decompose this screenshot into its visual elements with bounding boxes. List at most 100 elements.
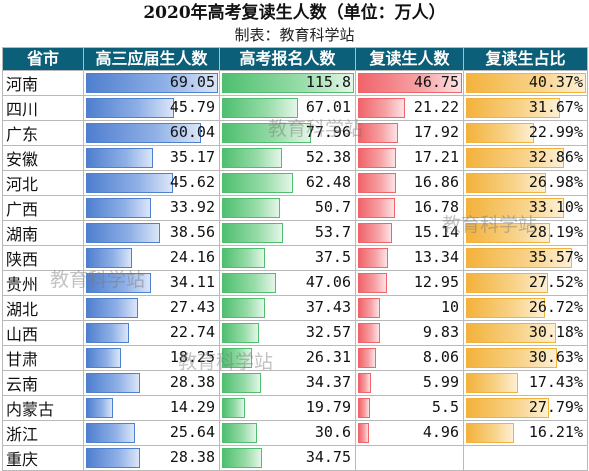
fresh-value: 45.79	[169, 98, 215, 116]
registered-value: 47.06	[305, 273, 351, 291]
ratio-cell: 27.79%	[463, 395, 588, 421]
registered-cell: 50.7	[219, 195, 356, 221]
repeat-data-bar	[358, 373, 371, 393]
repeat-data-bar	[358, 198, 395, 218]
fresh-cell: 60.04	[83, 120, 220, 146]
registered-value: 26.31	[305, 348, 351, 366]
province-cell: 贵州	[2, 270, 84, 296]
registered-value: 67.01	[305, 98, 351, 116]
fresh-data-bar	[86, 373, 140, 393]
registered-cell: 30.6	[219, 420, 356, 446]
registered-cell: 115.8	[219, 70, 356, 96]
repeat-cell: 16.86	[355, 170, 464, 196]
ratio-value: 30.63%	[528, 348, 583, 366]
registered-data-bar	[222, 148, 282, 168]
province-cell: 河北	[2, 170, 84, 196]
data-table: 省市 高三应届生人数 高考报名人数 复读生人数 复读生占比 河南 69.05 115…	[2, 47, 588, 471]
registered-data-bar	[222, 173, 293, 193]
ratio-cell: 28.19%	[463, 220, 588, 246]
ratio-cell	[463, 445, 588, 471]
registered-data-bar	[222, 198, 280, 218]
ratio-value: 33.10%	[528, 198, 583, 216]
repeat-data-bar	[358, 173, 396, 193]
fresh-value: 38.56	[169, 223, 215, 241]
table-row: 湖北 27.43 37.43 10 26.72%	[2, 295, 588, 321]
table-row: 山西 22.74 32.57 9.83 30.18%	[2, 320, 588, 346]
ratio-cell: 17.43%	[463, 370, 588, 396]
repeat-value: 5.99	[422, 373, 459, 391]
ratio-cell: 35.57%	[463, 245, 588, 271]
registered-data-bar	[222, 223, 283, 243]
repeat-data-bar	[358, 98, 405, 118]
ratio-data-bar	[466, 98, 560, 118]
registered-data-bar	[222, 448, 262, 468]
province-cell: 内蒙古	[2, 395, 84, 421]
registered-value: 62.48	[305, 173, 351, 191]
repeat-data-bar	[358, 223, 392, 243]
ratio-value: 17.43%	[528, 373, 583, 391]
fresh-cell: 14.29	[83, 395, 220, 421]
repeat-data-bar	[358, 273, 387, 293]
registered-cell: 52.38	[219, 145, 356, 171]
header-province: 省市	[2, 47, 84, 71]
repeat-cell: 15.14	[355, 220, 464, 246]
registered-value: 37.43	[305, 298, 351, 316]
fresh-data-bar	[86, 148, 153, 168]
ratio-cell: 30.63%	[463, 345, 588, 371]
registered-value: 115.8	[305, 73, 351, 91]
ratio-value: 40.37%	[528, 73, 583, 91]
registered-data-bar	[222, 323, 259, 343]
repeat-cell	[355, 445, 464, 471]
repeat-value: 17.92	[413, 123, 459, 141]
fresh-value: 28.38	[169, 373, 215, 391]
fresh-data-bar	[86, 223, 160, 243]
repeat-data-bar	[358, 323, 380, 343]
repeat-cell: 46.75	[355, 70, 464, 96]
table-row: 陕西 24.16 37.5 13.34 35.57%	[2, 245, 588, 271]
fresh-cell: 38.56	[83, 220, 220, 246]
ratio-data-bar	[466, 73, 586, 93]
ratio-value: 35.57%	[528, 248, 583, 266]
fresh-data-bar	[86, 348, 121, 368]
ratio-cell: 30.18%	[463, 320, 588, 346]
registered-data-bar	[222, 98, 298, 118]
registered-value: 50.7	[314, 198, 351, 216]
repeat-data-bar	[358, 348, 376, 368]
fresh-data-bar	[86, 273, 151, 293]
header-registered: 高考报名人数	[219, 47, 356, 71]
fresh-cell: 27.43	[83, 295, 220, 321]
ratio-value: 28.19%	[528, 223, 583, 241]
fresh-data-bar	[86, 398, 113, 418]
registered-data-bar	[222, 423, 257, 443]
registered-cell: 37.43	[219, 295, 356, 321]
ratio-cell: 32.86%	[463, 145, 588, 171]
province-cell: 山西	[2, 320, 84, 346]
ratio-data-bar	[466, 123, 534, 143]
ratio-value: 26.98%	[528, 173, 583, 191]
registered-value: 19.79	[305, 398, 351, 416]
fresh-cell: 22.74	[83, 320, 220, 346]
registered-data-bar	[222, 298, 265, 318]
fresh-cell: 69.05	[83, 70, 220, 96]
repeat-value: 8.06	[422, 348, 459, 366]
fresh-data-bar	[86, 298, 138, 318]
province-cell: 云南	[2, 370, 84, 396]
fresh-cell: 34.11	[83, 270, 220, 296]
province-cell: 安徽	[2, 145, 84, 171]
province-cell: 陕西	[2, 245, 84, 271]
table-row: 浙江 25.64 30.6 4.96 16.21%	[2, 420, 588, 446]
header-repeat: 复读生人数	[355, 47, 464, 71]
ratio-cell: 33.10%	[463, 195, 588, 221]
repeat-value: 13.34	[413, 248, 459, 266]
fresh-cell: 33.92	[83, 195, 220, 221]
fresh-cell: 18.25	[83, 345, 220, 371]
ratio-value: 31.67%	[528, 98, 583, 116]
registered-cell: 47.06	[219, 270, 356, 296]
table-row: 贵州 34.11 47.06 12.95 27.52%	[2, 270, 588, 296]
registered-data-bar	[222, 248, 265, 268]
repeat-data-bar	[358, 298, 380, 318]
province-cell: 甘肃	[2, 345, 84, 371]
fresh-data-bar	[86, 98, 174, 118]
header-ratio: 复读生占比	[463, 47, 588, 71]
repeat-value: 46.75	[413, 73, 459, 91]
